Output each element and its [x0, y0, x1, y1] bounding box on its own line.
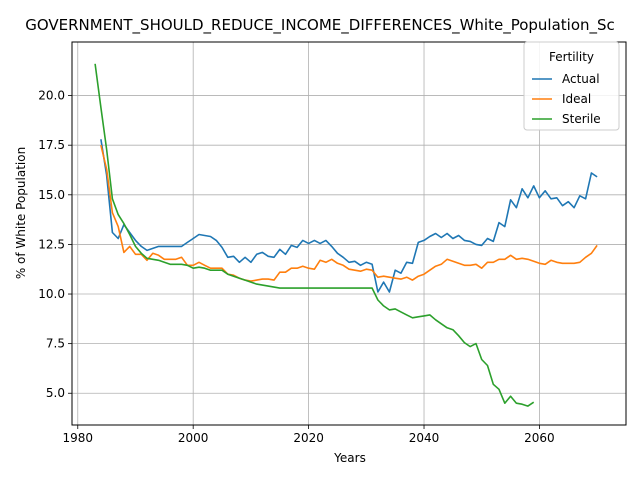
- legend: Fertility Actual Ideal Sterile: [523, 41, 620, 131]
- x-tick-label: 2040: [409, 431, 440, 445]
- legend-label-ideal: Ideal: [562, 92, 591, 106]
- y-tick-label: 17.5: [38, 138, 65, 152]
- y-tick-label: 10.0: [38, 287, 65, 301]
- series-line-ideal: [100, 145, 598, 282]
- x-tick-label: 1980: [62, 431, 93, 445]
- legend-box: [523, 41, 620, 131]
- x-axis-label: Years: [333, 451, 366, 465]
- legend-title: Fertility: [549, 50, 594, 64]
- legend-label-actual: Actual: [562, 72, 600, 86]
- x-tick-label: 2020: [293, 431, 324, 445]
- series-line-sterile: [94, 63, 535, 407]
- y-tick-label: 15.0: [38, 188, 65, 202]
- plot-frame: [71, 41, 627, 426]
- grid: [72, 42, 626, 425]
- y-tick-label: 12.5: [38, 237, 65, 251]
- y-tick-label: 20.0: [38, 89, 65, 103]
- legend-items: Actual Ideal Sterile: [532, 72, 601, 126]
- series-lines: [94, 63, 598, 407]
- x-axis: 1980 2000 2020 2040 2060: [62, 425, 555, 445]
- y-axis: 5.0 7.5 10.0 12.5 15.0 17.5 20.0: [38, 89, 72, 400]
- legend-label-sterile: Sterile: [562, 112, 601, 126]
- x-tick-label: 2000: [178, 431, 209, 445]
- y-axis-label: % of White Population: [14, 147, 28, 279]
- y-tick-label: 5.0: [46, 386, 65, 400]
- chart-title: GOVERNMENT_SHOULD_REDUCE_INCOME_DIFFEREN…: [25, 16, 615, 35]
- x-tick-label: 2060: [524, 431, 555, 445]
- series-line-actual: [100, 139, 598, 293]
- y-tick-label: 7.5: [46, 337, 65, 351]
